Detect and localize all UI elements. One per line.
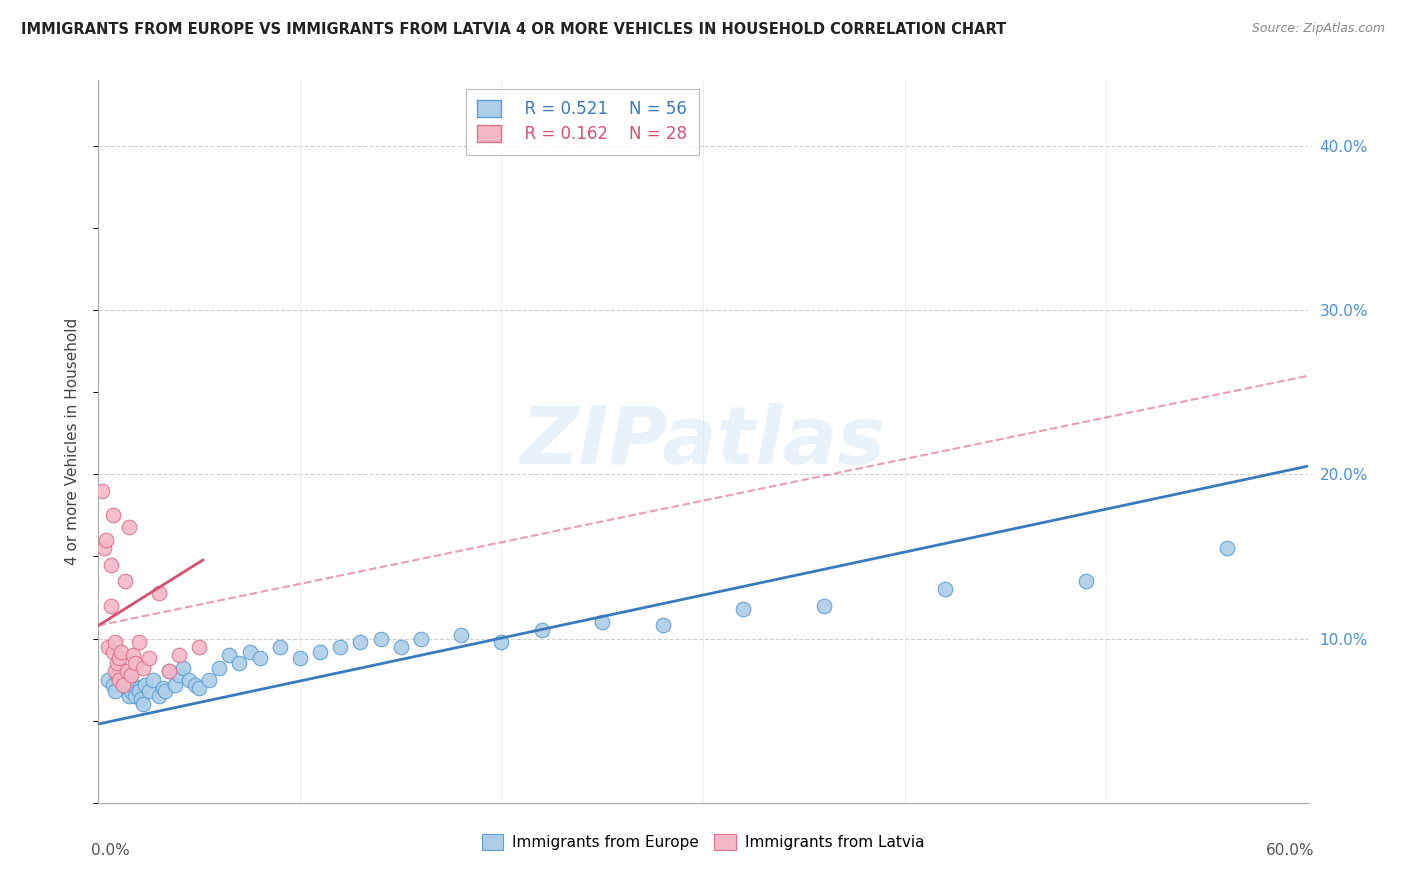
Point: [100, 558, 122, 572]
Point: [167, 667, 190, 681]
Point: [142, 673, 165, 687]
Point: [389, 640, 412, 654]
Point: [157, 665, 180, 679]
Point: [105, 667, 128, 681]
Point: [370, 632, 392, 646]
Point: [115, 665, 138, 679]
Point: [491, 635, 513, 649]
Point: [167, 648, 190, 662]
Point: [121, 677, 143, 691]
Point: [1216, 541, 1239, 556]
Point: [120, 667, 142, 681]
Point: [148, 585, 170, 599]
Point: [208, 661, 231, 675]
Point: [198, 673, 221, 687]
Point: [132, 661, 155, 675]
Point: [97, 673, 120, 687]
Text: 0.0%: 0.0%: [91, 843, 131, 858]
Point: [120, 684, 142, 698]
Point: [148, 689, 170, 703]
Point: [228, 657, 250, 671]
Point: [107, 665, 129, 679]
Point: [103, 635, 125, 649]
Point: [118, 673, 141, 687]
Point: [110, 645, 132, 659]
Point: [530, 624, 553, 638]
Y-axis label: 4 or more Vehicles in Household: 4 or more Vehicles in Household: [65, 318, 80, 566]
Point: [105, 657, 128, 671]
Point: [1074, 574, 1097, 588]
Point: [128, 635, 150, 649]
Point: [101, 645, 124, 659]
Point: [733, 602, 755, 616]
Point: [172, 661, 194, 675]
Text: 60.0%: 60.0%: [1267, 843, 1315, 858]
Point: [157, 665, 180, 679]
Text: Source: ZipAtlas.com: Source: ZipAtlas.com: [1251, 22, 1385, 36]
Point: [188, 681, 211, 695]
Point: [115, 681, 138, 695]
Point: [128, 684, 150, 698]
Point: [103, 665, 125, 679]
Point: [249, 651, 271, 665]
Point: [101, 508, 124, 523]
Point: [128, 681, 150, 695]
Legend: Immigrants from Europe, Immigrants from Latvia: Immigrants from Europe, Immigrants from …: [475, 829, 931, 856]
Point: [111, 677, 134, 691]
Point: [218, 648, 240, 662]
Point: [138, 684, 160, 698]
Point: [111, 676, 134, 690]
Point: [188, 640, 211, 654]
Point: [124, 657, 146, 671]
Point: [163, 677, 186, 691]
Point: [121, 648, 143, 662]
Point: [91, 483, 114, 498]
Point: [329, 640, 352, 654]
Point: [184, 677, 207, 691]
Point: [107, 651, 129, 665]
Text: IMMIGRANTS FROM EUROPE VS IMMIGRANTS FROM LATVIA 4 OR MORE VEHICLES IN HOUSEHOLD: IMMIGRANTS FROM EUROPE VS IMMIGRANTS FRO…: [21, 22, 1007, 37]
Point: [138, 651, 160, 665]
Point: [103, 684, 125, 698]
Point: [239, 645, 262, 659]
Point: [107, 673, 129, 687]
Point: [101, 677, 124, 691]
Point: [97, 640, 120, 654]
Point: [591, 615, 613, 630]
Point: [132, 698, 155, 712]
Point: [118, 520, 141, 534]
Point: [349, 635, 371, 649]
Point: [409, 632, 432, 646]
Point: [269, 640, 291, 654]
Point: [309, 645, 332, 659]
Point: [134, 677, 156, 691]
Point: [813, 599, 835, 613]
Point: [450, 628, 472, 642]
Point: [107, 651, 129, 665]
Point: [96, 533, 118, 547]
Point: [934, 582, 956, 597]
Point: [124, 689, 146, 703]
Point: [129, 692, 152, 706]
Point: [114, 671, 136, 685]
Point: [152, 681, 174, 695]
Point: [651, 618, 673, 632]
Point: [114, 574, 136, 588]
Point: [93, 541, 115, 556]
Point: [179, 673, 201, 687]
Point: [100, 599, 122, 613]
Point: [118, 689, 141, 703]
Text: ZIPatlas: ZIPatlas: [520, 402, 886, 481]
Point: [107, 659, 129, 673]
Point: [153, 684, 176, 698]
Point: [288, 651, 311, 665]
